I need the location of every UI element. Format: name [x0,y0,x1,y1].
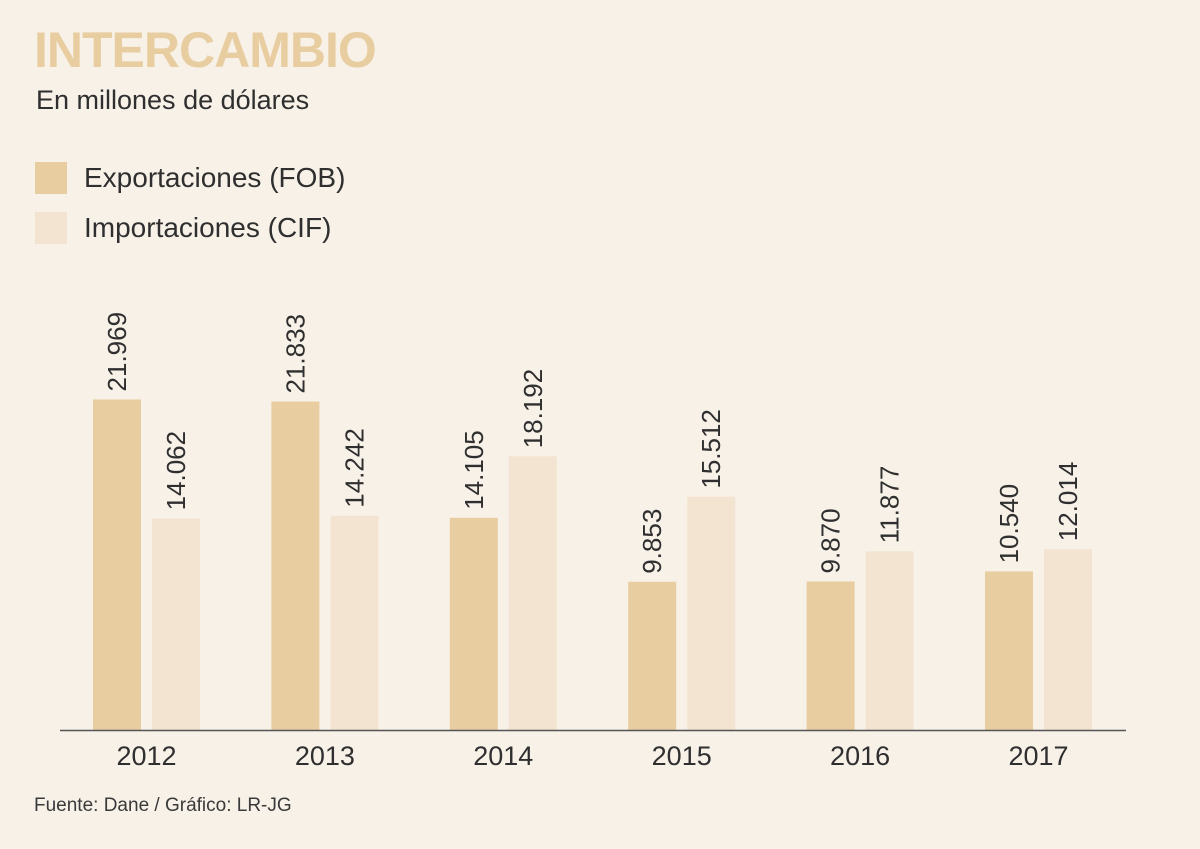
data-label-exportaciones-2014: 14.105 [459,430,489,510]
source-note: Fuente: Dane / Gráfico: LR-JG [34,795,292,816]
legend-label-importaciones: Importaciones (CIF) [84,212,332,243]
bar-importaciones-2017 [1044,549,1092,730]
bar-exportaciones-2012 [93,399,141,730]
data-label-exportaciones-2016: 9.870 [816,508,846,573]
data-label-exportaciones-2015: 9.853 [637,509,667,574]
x-tick-label-2015: 2015 [652,741,712,771]
x-tick-label-2013: 2013 [295,741,355,771]
x-tick-labels-group: 2012 2013 2014 2015 2016 2017 [116,741,1068,771]
data-label-importaciones-2016: 11.877 [875,466,905,544]
bar-importaciones-2015 [687,496,736,730]
data-labels-group: 21.969 14.062 21.833 14.242 14.105 18.192 9.85… [102,312,1083,574]
bar-exportaciones-2015 [628,581,677,730]
data-label-exportaciones-2013: 21.833 [280,314,310,394]
data-label-importaciones-2012: 14.062 [161,431,191,511]
x-tick-label-2017: 2017 [1008,741,1068,771]
bar-importaciones-2013 [330,515,379,730]
chart-subtitle: En millones de dólares [36,85,310,115]
bar-exportaciones-2013 [271,401,320,730]
data-label-importaciones-2014: 18.192 [518,369,548,449]
data-label-importaciones-2013: 14.242 [339,428,369,508]
data-label-importaciones-2017: 12.014 [1053,462,1083,542]
bar-importaciones-2014 [508,456,557,730]
bar-exportaciones-2017 [985,571,1033,730]
bar-exportaciones-2014 [449,517,498,730]
bar-importaciones-2012 [152,518,200,730]
data-label-exportaciones-2017: 10.540 [994,484,1024,564]
legend-item-importaciones: Importaciones (CIF) [35,212,331,244]
data-label-importaciones-2015: 15.512 [696,409,726,489]
x-tick-label-2012: 2012 [116,741,176,771]
bars-group [93,399,1092,730]
chart-title: INTERCAMBIO [34,22,377,78]
legend-swatch-importaciones [35,212,67,244]
legend-item-exportaciones: Exportaciones (FOB) [35,162,345,194]
bar-importaciones-2016 [865,551,914,730]
x-tick-label-2014: 2014 [473,741,533,771]
data-label-exportaciones-2012: 21.969 [102,312,132,392]
bar-exportaciones-2016 [806,581,855,730]
legend-label-exportaciones: Exportaciones (FOB) [84,162,346,193]
x-tick-label-2016: 2016 [830,741,890,771]
legend-swatch-exportaciones [35,162,67,194]
